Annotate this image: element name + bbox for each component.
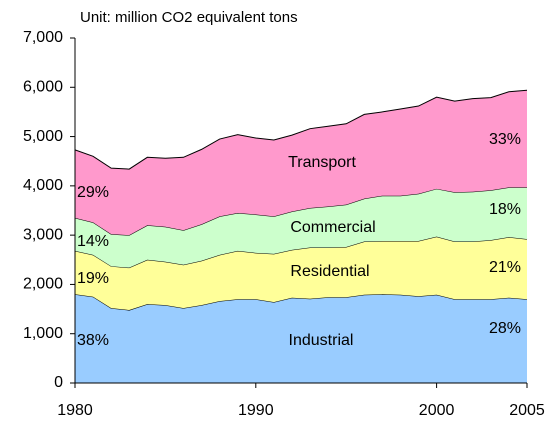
x-tick-label: 2005 — [509, 402, 545, 419]
series-label: Commercial — [290, 219, 375, 236]
y-tick-label: 0 — [54, 374, 63, 391]
end-share-label: 21% — [489, 259, 521, 276]
series-label: Residential — [290, 263, 369, 280]
y-tick-label: 5,000 — [23, 128, 63, 145]
x-tick-label: 1980 — [57, 402, 93, 419]
area — [75, 90, 527, 236]
start-share-label: 38% — [77, 332, 109, 349]
y-tick-label: 2,000 — [23, 276, 63, 293]
end-share-label: 28% — [489, 320, 521, 337]
series-label: Transport — [288, 154, 356, 171]
y-tick-label: 1,000 — [23, 325, 63, 342]
y-tick-label: 4,000 — [23, 177, 63, 194]
area — [75, 294, 527, 383]
chart-subtitle: Unit: million CO2 equivalent tons — [80, 9, 298, 26]
y-tick-label: 3,000 — [23, 226, 63, 243]
start-share-label: 29% — [77, 184, 109, 201]
x-tick-label: 1990 — [238, 402, 274, 419]
end-share-label: 33% — [489, 131, 521, 148]
y-tick-label: 7,000 — [23, 29, 63, 46]
area — [75, 187, 527, 268]
start-share-label: 14% — [77, 233, 109, 250]
y-tick-label: 6,000 — [23, 79, 63, 96]
area-edge — [74, 89, 528, 170]
series-label: Industrial — [289, 332, 354, 349]
area — [75, 236, 527, 311]
end-share-label: 18% — [489, 201, 521, 218]
x-tick-label: 2000 — [419, 402, 455, 419]
start-share-label: 19% — [77, 270, 109, 287]
